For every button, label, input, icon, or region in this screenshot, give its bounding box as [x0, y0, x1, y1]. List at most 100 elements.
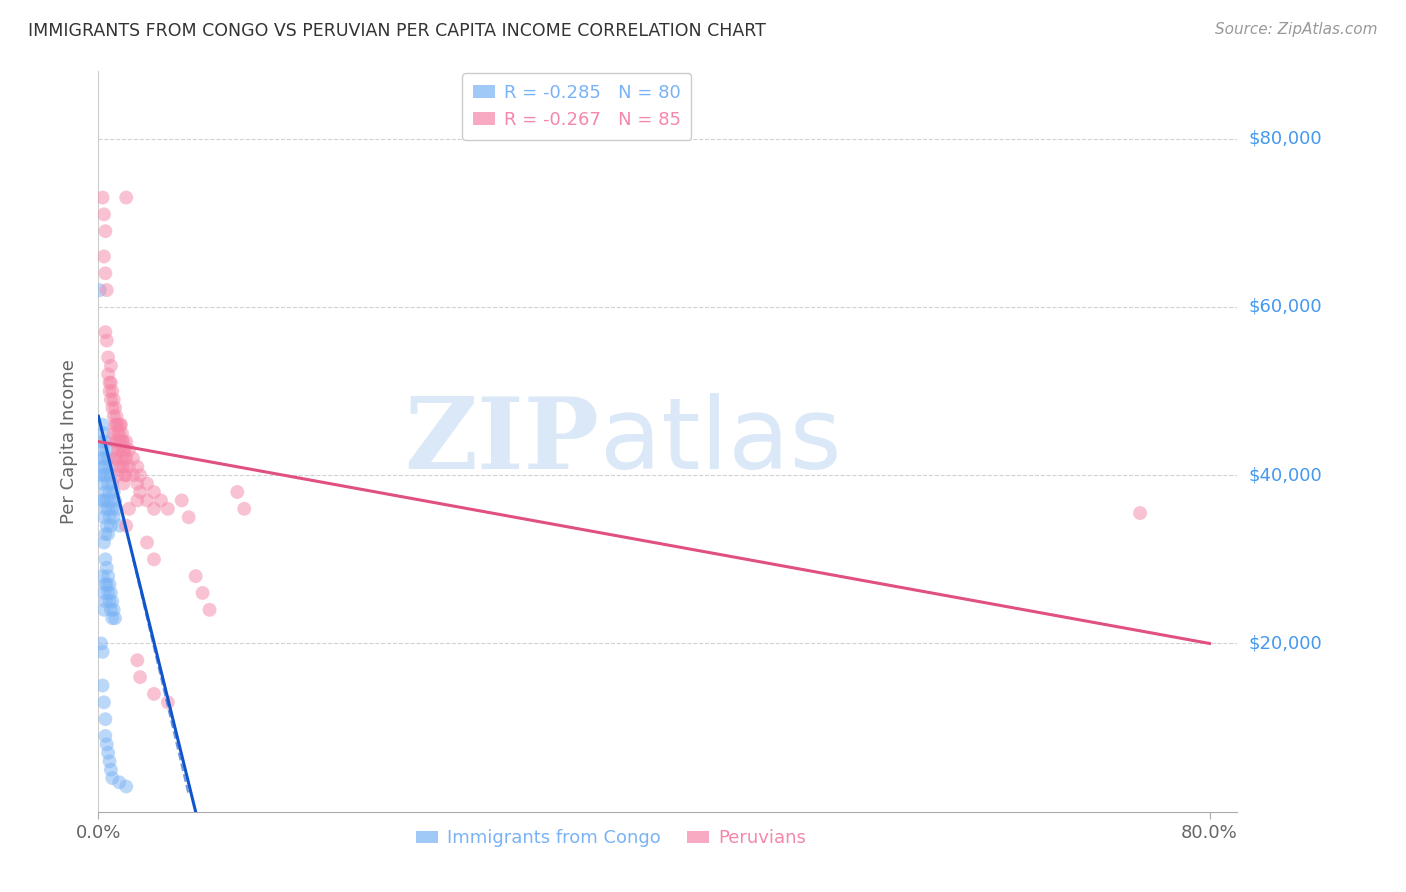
Point [101, 611, 124, 625]
Point [108, 775, 131, 789]
Point [136, 535, 159, 549]
Point [101, 384, 124, 398]
Point [90, 451, 112, 466]
Point [93, 695, 115, 709]
Point [115, 190, 138, 204]
Point [97, 368, 120, 382]
Point [127, 476, 149, 491]
Point [96, 283, 118, 297]
Point [94, 266, 117, 280]
Point [103, 485, 125, 500]
Point [114, 468, 136, 483]
Point [100, 603, 122, 617]
Point [114, 442, 136, 457]
Point [96, 518, 118, 533]
Point [115, 468, 138, 483]
Point [100, 763, 122, 777]
Text: IMMIGRANTS FROM CONGO VS PERUVIAN PER CAPITA INCOME CORRELATION CHART: IMMIGRANTS FROM CONGO VS PERUVIAN PER CA… [28, 22, 766, 40]
Point [100, 586, 122, 600]
Point [115, 518, 138, 533]
Point [105, 451, 128, 466]
Point [156, 501, 179, 516]
Point [105, 434, 128, 449]
Point [110, 434, 132, 449]
Point [127, 459, 149, 474]
Point [110, 417, 132, 432]
Point [101, 771, 124, 785]
Point [100, 468, 122, 483]
Point [98, 754, 121, 768]
Point [184, 569, 207, 583]
Point [104, 451, 127, 466]
Point [107, 442, 129, 457]
Point [90, 468, 112, 483]
Point [91, 569, 114, 583]
Point [108, 434, 131, 449]
Point [103, 392, 125, 407]
Point [108, 459, 131, 474]
Point [93, 207, 115, 221]
Point [111, 426, 134, 441]
Point [226, 485, 249, 500]
Point [97, 501, 120, 516]
Point [96, 334, 118, 348]
Point [98, 384, 121, 398]
Point [143, 485, 166, 500]
Point [94, 325, 117, 339]
Point [98, 459, 121, 474]
Y-axis label: Per Capita Income: Per Capita Income [59, 359, 77, 524]
Point [115, 780, 138, 794]
Point [103, 510, 125, 524]
Point [136, 476, 159, 491]
Text: $80,000: $80,000 [1249, 129, 1322, 148]
Point [101, 594, 124, 608]
Point [191, 586, 214, 600]
Point [1129, 506, 1152, 520]
Text: Source: ZipAtlas.com: Source: ZipAtlas.com [1215, 22, 1378, 37]
Point [91, 417, 114, 432]
Point [105, 409, 128, 424]
Point [100, 493, 122, 508]
Point [91, 493, 114, 508]
Point [170, 493, 193, 508]
Point [129, 468, 152, 483]
Point [94, 224, 117, 238]
Point [104, 401, 127, 415]
Point [108, 518, 131, 533]
Point [97, 351, 120, 365]
Point [94, 594, 117, 608]
Point [143, 687, 166, 701]
Point [104, 434, 127, 449]
Point [112, 476, 135, 491]
Point [94, 459, 117, 474]
Point [100, 359, 122, 373]
Point [91, 645, 114, 659]
Text: $40,000: $40,000 [1249, 467, 1322, 484]
Point [98, 594, 121, 608]
Point [149, 493, 172, 508]
Point [105, 417, 128, 432]
Point [111, 434, 134, 449]
Point [93, 468, 115, 483]
Point [136, 493, 159, 508]
Point [104, 417, 127, 432]
Point [156, 695, 179, 709]
Point [122, 468, 145, 483]
Point [96, 493, 118, 508]
Point [105, 501, 128, 516]
Point [104, 611, 127, 625]
Point [108, 426, 131, 441]
Point [94, 501, 117, 516]
Point [104, 493, 127, 508]
Point [90, 434, 112, 449]
Point [107, 426, 129, 441]
Point [103, 603, 125, 617]
Point [93, 603, 115, 617]
Point [93, 535, 115, 549]
Point [93, 250, 115, 264]
Text: ZIP: ZIP [405, 393, 599, 490]
Point [93, 510, 115, 524]
Point [96, 442, 118, 457]
Point [115, 434, 138, 449]
Point [96, 468, 118, 483]
